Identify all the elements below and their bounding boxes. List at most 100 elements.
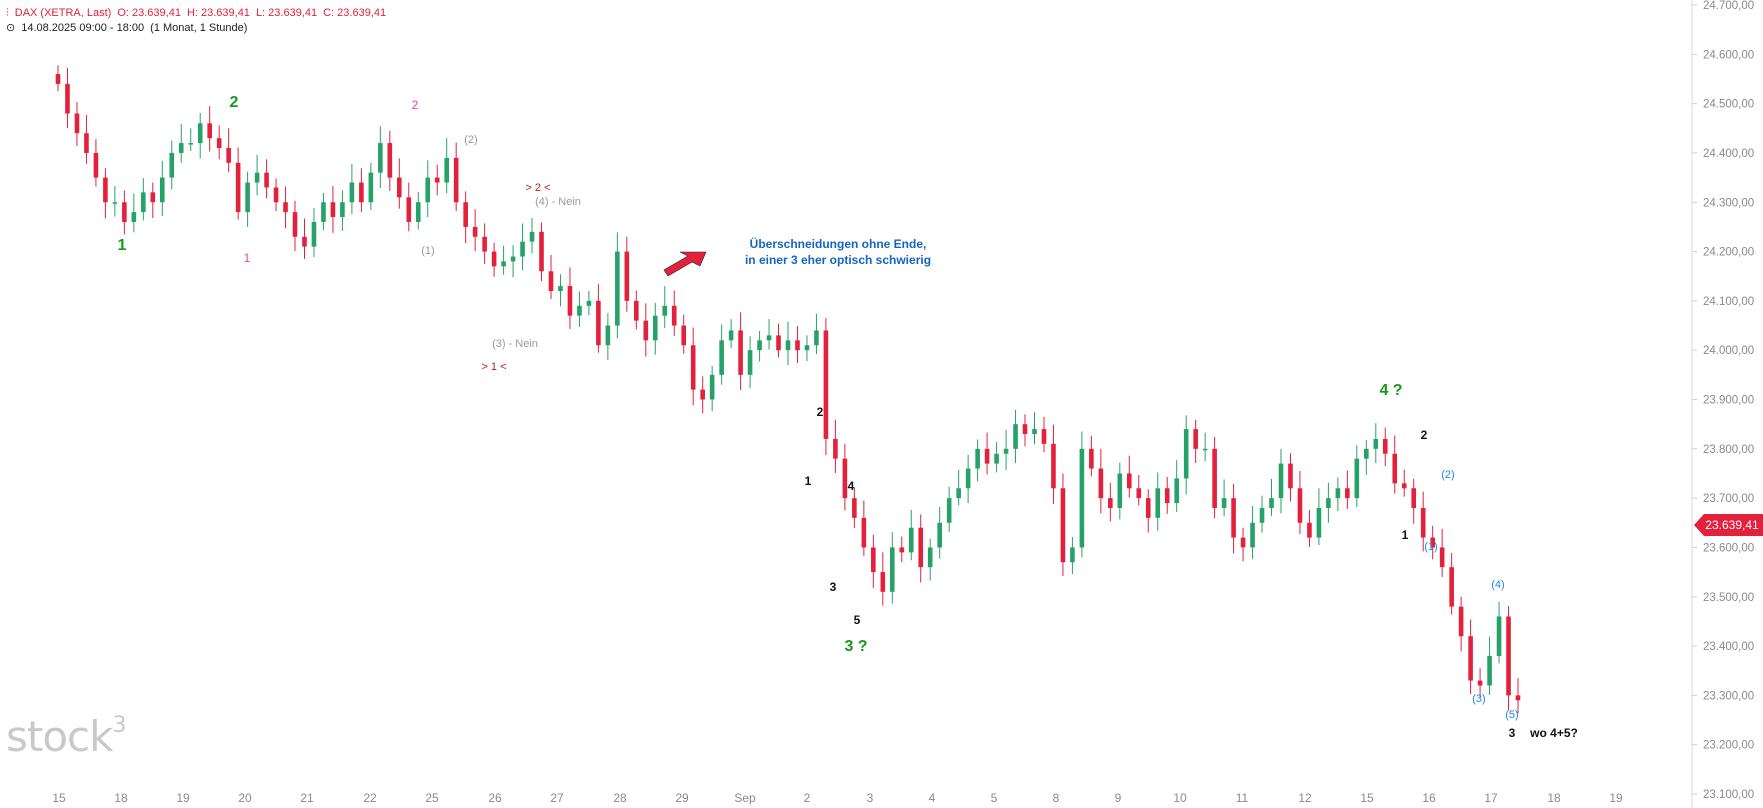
candle-body (871, 547, 876, 573)
time-tick-label: 2 (804, 791, 811, 805)
candle-body (757, 340, 762, 351)
candle-body (1041, 429, 1047, 444)
time-tick-label: 8 (1053, 791, 1060, 805)
candle-body (387, 143, 393, 178)
candle-body (984, 448, 990, 464)
time-tick-label: 19 (176, 791, 190, 805)
time-axis[interactable]: 15 18 19 20 21 22 25 26 27 28 29 Sep 2 3 4 5 8 9 10 11 12 15 1… (52, 791, 1623, 805)
date-range: 14.08.2025 09:00 - 18:00 (21, 22, 145, 34)
time-tick-label: 26 (488, 791, 502, 805)
candle-body (880, 572, 886, 592)
candle-body (1051, 443, 1056, 489)
candle-body (1212, 448, 1217, 508)
candle-body (501, 261, 506, 267)
candle-body (169, 152, 175, 178)
chart-header-range: ⊙ 14.08.2025 09:00 - 18:00 (1 Monat, 1 Stu… (6, 21, 253, 35)
candle-body (112, 202, 118, 204)
price-axis[interactable]: 24.700,00 24.600,00 24.500,00 24.400,00 24.3… (1692, 0, 1754, 801)
candle-body (482, 236, 487, 252)
candle-body (1108, 498, 1113, 508)
price-tick-label: 23.300,00 (1703, 690, 1754, 702)
candle-body (946, 498, 952, 523)
last-price-tag: 23.639,41 (1694, 514, 1763, 536)
candle-body (1316, 507, 1322, 538)
candle-body (141, 192, 146, 213)
candle-body (520, 241, 525, 257)
price-tick-label: 24.300,00 (1703, 197, 1754, 209)
candle-body (378, 143, 383, 173)
candle-body (340, 202, 345, 218)
time-tick-label: 19 (1609, 791, 1623, 805)
annotation-black-4: 4 (848, 479, 855, 493)
candle-body (1458, 606, 1464, 637)
price-tick-label: 23.700,00 (1703, 493, 1754, 505)
candle-body (1126, 473, 1132, 489)
candle-body (814, 330, 819, 346)
close-value: C: 23.639,41 (323, 7, 387, 19)
annotation-grey-3-nein: (3) - Nein (492, 338, 538, 350)
candle-body (1240, 537, 1246, 548)
annotation-black-2: 2 (817, 405, 824, 419)
candle-body (1269, 498, 1274, 508)
candle-body (709, 374, 715, 400)
chart-type-icon: ⫶ (6, 7, 9, 19)
candle-body (425, 177, 431, 203)
time-tick-label: Sep (734, 791, 756, 805)
price-tick-label: 23.100,00 (1703, 789, 1754, 801)
candle-body (766, 335, 772, 341)
candle-body (235, 162, 241, 213)
time-tick-label: 9 (1115, 791, 1122, 805)
candle-body (1487, 655, 1492, 686)
candle-body (596, 300, 601, 346)
candle-body (738, 330, 743, 375)
candle-body (785, 340, 791, 351)
time-tick-label: 4 (929, 791, 936, 805)
candle-body (956, 488, 961, 499)
candle-body (652, 315, 658, 341)
time-tick-label: 10 (1173, 791, 1187, 805)
candle-body (889, 547, 895, 592)
candle-body (539, 231, 544, 272)
wave-annotations: 1 2 3 ? 4 ? 1 2 (1) (2) (3) - Nein (4) - Nein > 1 … (118, 94, 1578, 740)
candle-body (1515, 695, 1521, 701)
candle-body (1098, 468, 1104, 499)
candle-body (1145, 498, 1151, 518)
annotation-blue-4: (4) (1491, 579, 1504, 591)
candle-body (1449, 567, 1454, 607)
candle-body (671, 305, 677, 326)
candle-body (662, 305, 668, 316)
candle-body (700, 389, 705, 400)
candle-body (823, 330, 829, 439)
candle-body (273, 187, 279, 203)
time-tick-label: 15 (1360, 791, 1374, 805)
clock-icon: ⊙ (6, 22, 16, 34)
candle-body (1288, 463, 1293, 489)
candle-body (1032, 429, 1037, 435)
candle-body (1468, 636, 1473, 681)
stock3-logo: stock3 (6, 712, 126, 761)
candle-body (1278, 463, 1284, 499)
candlestick-series (55, 65, 1521, 714)
candle-body (1221, 498, 1227, 508)
annotation-black-r1: 1 (1402, 528, 1409, 542)
time-tick-label: 17 (1484, 791, 1498, 805)
time-tick-label: 18 (1547, 791, 1561, 805)
candle-body (207, 123, 212, 139)
candle-body (747, 350, 753, 375)
candle-body (1155, 488, 1161, 518)
candle-body (776, 335, 781, 351)
candle-body (1022, 424, 1028, 435)
candle-body (1326, 498, 1331, 508)
red-arrow-icon (663, 251, 707, 277)
candle-body (349, 182, 355, 203)
candle-body (1250, 522, 1255, 548)
candle-body (1164, 488, 1170, 504)
candle-body (321, 202, 326, 222)
price-tick-label: 24.700,00 (1703, 0, 1754, 12)
time-tick-label: 25 (425, 791, 439, 805)
annotation-red-gt2: > 2 < (525, 182, 550, 194)
candle-body (302, 236, 307, 247)
candle-body (1079, 448, 1085, 548)
symbol-name: DAX (XETRA, Last) (14, 7, 112, 19)
